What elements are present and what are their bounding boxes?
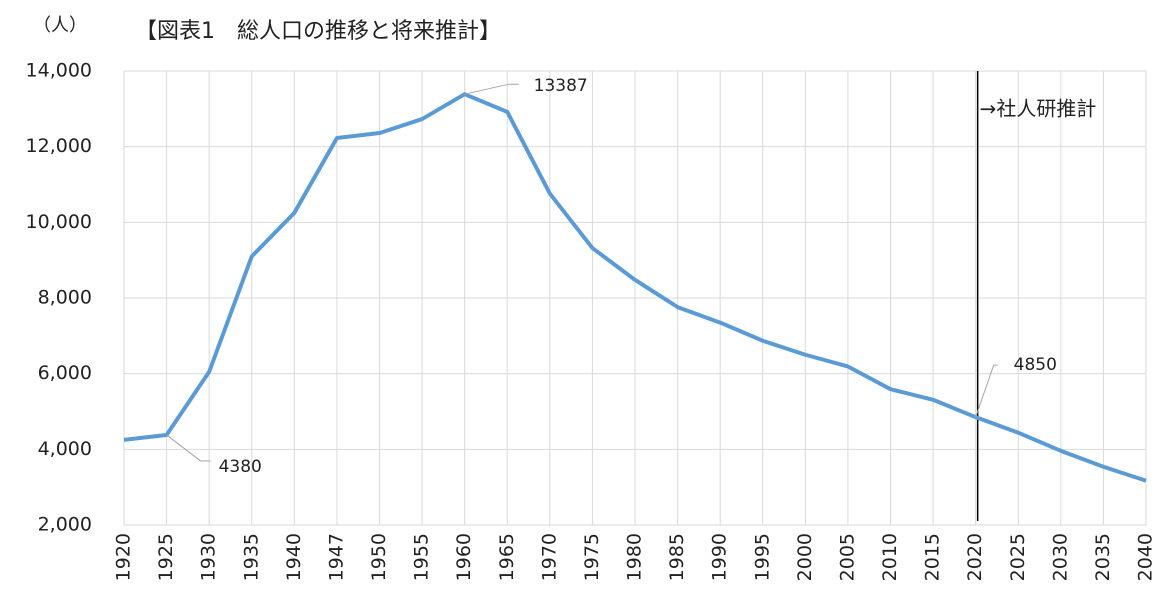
x-tick-label: 2015 xyxy=(922,533,944,581)
x-tick-label: 1930 xyxy=(198,533,220,581)
x-tick-label: 1960 xyxy=(453,533,475,581)
leader-line xyxy=(166,434,211,462)
leader-line xyxy=(975,364,998,418)
x-tick-label: 2000 xyxy=(794,533,816,581)
chart-title: 【図表1 総人口の推移と将来推計】 xyxy=(135,19,501,44)
y-tick-label: 8,000 xyxy=(38,287,92,309)
x-tick-label: 2005 xyxy=(836,533,858,581)
x-tick-label: 1955 xyxy=(411,533,433,581)
x-tick-label: 1965 xyxy=(496,533,518,581)
y-tick-label: 10,000 xyxy=(26,211,92,233)
x-tick-label: 1995 xyxy=(751,533,773,581)
x-tick-label: 2035 xyxy=(1092,533,1114,581)
data-label: 4380 xyxy=(219,457,262,477)
x-tick-label: 1990 xyxy=(709,533,731,581)
y-tick-label: 2,000 xyxy=(38,514,92,536)
y-tick-label: 14,000 xyxy=(26,60,92,82)
x-tick-label: 1970 xyxy=(538,533,560,581)
y-tick-label: 12,000 xyxy=(26,135,92,157)
x-tick-label: 1940 xyxy=(283,533,305,581)
y-unit: （人） xyxy=(33,15,87,36)
x-tick-label: 1985 xyxy=(666,533,688,581)
y-tick-label: 4,000 xyxy=(38,438,92,460)
x-tick-label: 1920 xyxy=(113,533,135,581)
x-tick-label: 2040 xyxy=(1135,533,1157,581)
x-tick-label: 1935 xyxy=(240,533,262,581)
x-tick-label: 2020 xyxy=(964,533,986,581)
x-tick-label: 2010 xyxy=(879,533,901,581)
y-tick-label: 6,000 xyxy=(38,362,92,384)
x-tick-label: 1975 xyxy=(581,533,603,581)
annotation: →社人研推計 xyxy=(980,97,1097,121)
data-label: 13387 xyxy=(534,76,588,96)
x-tick-label: 2025 xyxy=(1007,533,1029,581)
x-tick-label: 1925 xyxy=(155,533,177,581)
data-label: 4850 xyxy=(1014,355,1057,375)
x-tick-label: 1950 xyxy=(368,533,390,581)
x-tick-label: 1947 xyxy=(325,533,347,581)
x-tick-label: 2030 xyxy=(1049,533,1071,581)
leader-line xyxy=(464,83,519,95)
x-tick-label: 1980 xyxy=(624,533,646,581)
